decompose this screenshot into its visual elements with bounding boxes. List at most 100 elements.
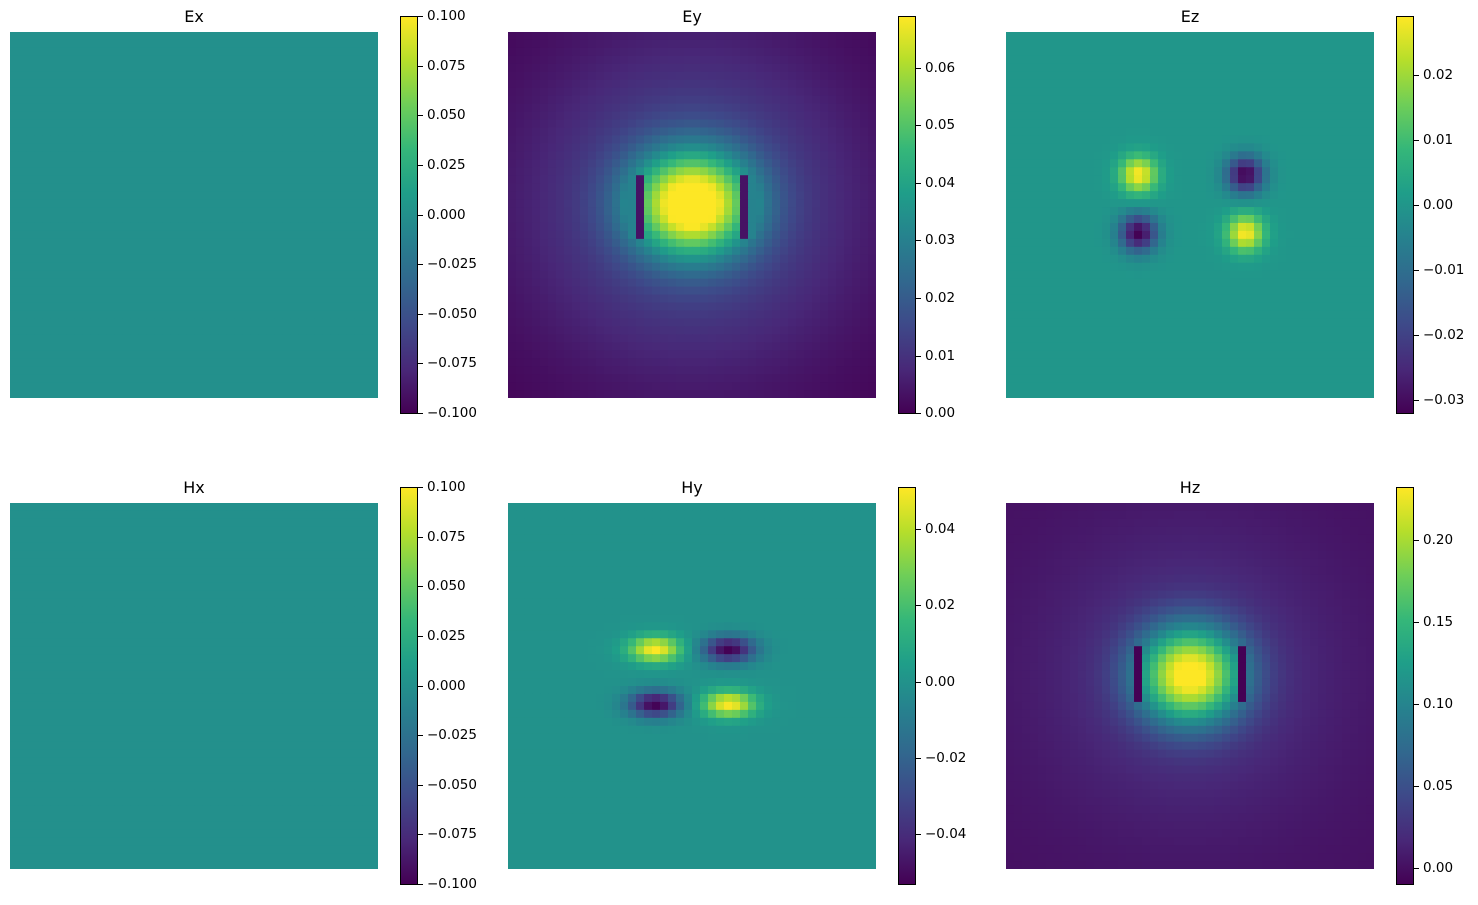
heatmap-cell [724,238,733,248]
heatmap-cell [98,119,107,129]
heatmap-cell [202,71,211,81]
heatmap-cell [1110,111,1119,121]
heatmap-cell [660,191,669,200]
heatmap-cell [564,270,573,280]
heatmap-cell [524,95,533,105]
heatmap-cell [788,111,797,121]
colorbar-tick [418,214,423,216]
heatmap-cell [186,39,195,49]
heatmap-cell [194,71,203,81]
heatmap-cell [580,71,589,81]
heatmap-cell [34,230,43,240]
heatmap-cell [1094,111,1103,121]
heatmap-cell [82,302,91,312]
heatmap-cell [700,79,709,89]
heatmap-cell [354,374,363,383]
heatmap-cell [274,302,283,312]
heatmap-cell [354,294,363,304]
heatmap-cell [274,143,283,152]
heatmap-cell [138,79,147,89]
heatmap-cell [266,191,275,200]
heatmap-cell [540,183,549,192]
heatmap-cell [1246,39,1255,49]
heatmap-cell [34,71,43,81]
heatmap-cell [692,119,701,129]
heatmap-cell [346,334,355,343]
heatmap-cell [266,127,275,137]
heatmap-cell [258,278,267,288]
heatmap-cell [1046,143,1055,152]
heatmap-cell [1326,95,1335,105]
heatmap-cell [628,334,637,343]
heatmap-cell [572,191,581,200]
heatmap-cell [676,358,685,367]
heatmap-cell [258,318,267,327]
heatmap-cell [114,32,123,41]
heatmap-cell [1238,39,1247,49]
heatmap-cell [868,191,876,200]
heatmap-cell [1246,127,1255,137]
heatmap-cell [572,183,581,192]
heatmap-cell [852,167,861,176]
heatmap-cell [274,254,283,264]
heatmap-cell [1230,111,1239,121]
heatmap-cell [684,119,693,129]
heatmap-cell [18,95,27,105]
heatmap-cell [82,358,91,367]
heatmap-cell [210,87,219,97]
heatmap-cell [1038,127,1047,137]
heatmap-cell [612,366,621,375]
heatmap-cell [106,87,115,97]
heatmap-cell [668,310,677,320]
heatmap-cell [186,334,195,343]
heatmap-cell [572,39,581,49]
heatmap-cell [194,191,203,200]
heatmap-cell [90,71,99,81]
heatmap-cell [178,342,187,351]
heatmap-cell [34,366,43,375]
heatmap-cell [652,87,661,97]
heatmap-cell [716,32,725,41]
heatmap-cell [346,366,355,375]
heatmap-cell [508,302,517,312]
heatmap-cell [194,230,203,240]
heatmap-cell [162,55,171,65]
heatmap-cell [1366,103,1374,113]
heatmap-cell [234,246,243,256]
heatmap-cell [660,119,669,129]
heatmap-cell [42,111,51,121]
heatmap-cell [210,39,219,49]
heatmap-cell [26,103,35,113]
heatmap-cell [708,135,717,144]
heatmap-cell [740,207,749,216]
heatmap-cell [780,262,789,272]
heatmap-cell [692,286,701,296]
heatmap-cell [298,167,307,176]
heatmap-cell [274,230,283,240]
heatmap-cell [338,199,347,208]
heatmap-cell [298,103,307,113]
heatmap-cell [548,47,557,57]
heatmap-cell [692,55,701,65]
heatmap-cell [82,175,91,184]
heatmap-cell [1158,127,1167,137]
heatmap-cell [1086,79,1095,89]
heatmap-cell [740,151,749,160]
heatmap-cell [1150,71,1159,81]
colorbar-tick-label: 0.03 [925,232,956,249]
heatmap-cell [1030,95,1039,105]
heatmap-cell [588,183,597,192]
heatmap-cell [532,167,541,176]
heatmap-cell [548,119,557,129]
heatmap-cell [266,135,275,144]
heatmap-cell [34,246,43,256]
heatmap-cell [218,79,227,89]
heatmap-cell [218,159,227,168]
heatmap-cell [26,167,35,176]
heatmap-cell [548,135,557,144]
heatmap-cell [804,230,813,240]
heatmap-cell [242,119,251,129]
heatmap-cell [628,119,637,129]
heatmap-cell [1110,32,1119,41]
colorbar-tick-label: −0.050 [427,305,477,322]
